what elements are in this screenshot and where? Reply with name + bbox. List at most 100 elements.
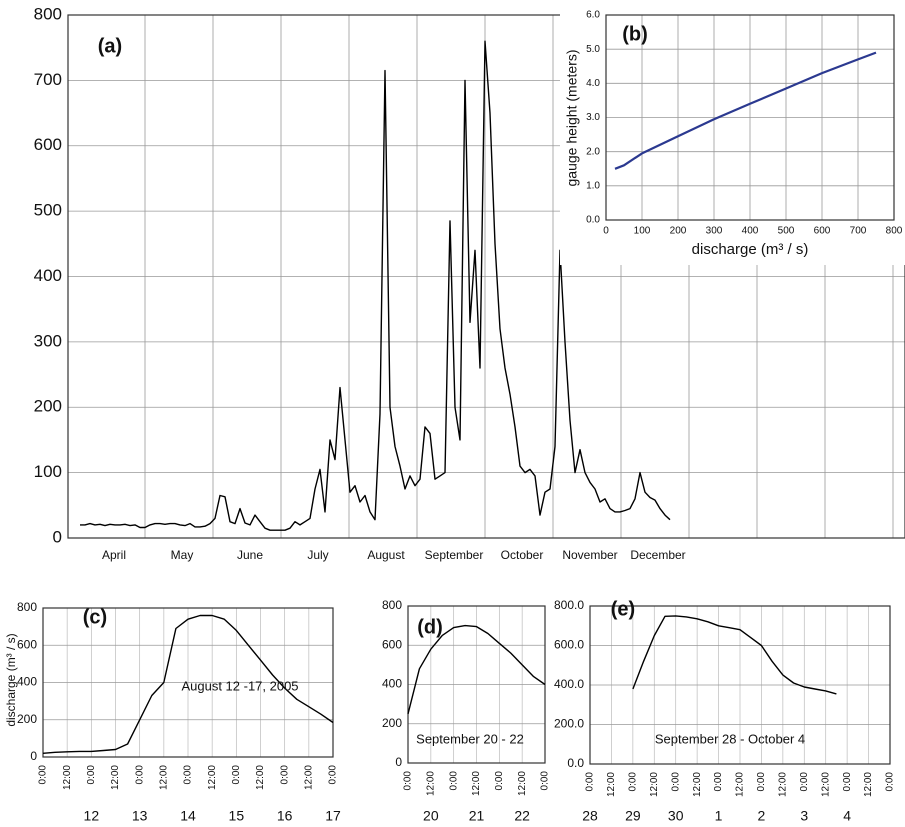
y-tick-label: 4.0	[586, 78, 600, 89]
chart-title: (d)	[417, 616, 443, 638]
day-label: 17	[325, 808, 341, 824]
data-line	[407, 624, 546, 715]
x-tick-label: September	[425, 548, 484, 562]
x-tick-label: 0:00	[86, 765, 97, 785]
y-tick-label: 600.0	[554, 638, 584, 652]
inset-background	[560, 0, 905, 265]
x-tick-label: 12:00	[649, 772, 660, 797]
x-tick-label: 0:00	[403, 771, 414, 791]
y-tick-label: 200	[34, 397, 62, 416]
x-tick-label: 700	[850, 226, 867, 237]
y-tick-label: 800	[34, 4, 62, 23]
y-tick-label: 2.0	[586, 146, 600, 157]
x-tick-label: 12:00	[255, 765, 266, 790]
y-tick-label: 6.0	[586, 10, 600, 21]
plot-frame	[67, 14, 905, 539]
y-tick-label: 300	[34, 331, 62, 350]
x-tick-label: 500	[778, 226, 795, 237]
x-tick-label: 12:00	[425, 771, 436, 796]
x-tick-label: 0:00	[328, 765, 339, 785]
y-tick-label: 600	[34, 135, 62, 154]
day-label: 1	[715, 808, 723, 824]
y-tick-label: 200	[382, 716, 402, 730]
x-tick-label: 0:00	[134, 765, 145, 785]
x-tick-label: 0:00	[627, 772, 638, 792]
x-tick-label: 300	[706, 226, 723, 237]
chart-title: (c)	[83, 606, 107, 628]
x-tick-label: 0:00	[670, 772, 681, 792]
chart-title: (a)	[98, 35, 122, 57]
x-tick-label: 12:00	[820, 772, 831, 797]
day-label: 20	[423, 808, 439, 824]
y-tick-label: 400	[34, 266, 62, 285]
day-label: 14	[180, 808, 196, 824]
x-tick-label: 0:00	[279, 765, 290, 785]
y-axis-label: gauge height (meters)	[564, 50, 580, 187]
data-line	[80, 40, 671, 531]
y-tick-label: 600	[17, 637, 37, 651]
x-tick-label: 800	[886, 226, 903, 237]
y-tick-label: 800.0	[554, 598, 584, 612]
x-tick-label: 0:00	[885, 772, 896, 792]
x-tick-label: October	[501, 548, 544, 562]
x-tick-label: 12:00	[158, 765, 169, 790]
x-tick-label: 12:00	[606, 772, 617, 797]
day-label: 2	[758, 808, 766, 824]
chart-title: (b)	[622, 23, 648, 45]
x-tick-label: 0:00	[231, 765, 242, 785]
data-line	[632, 615, 837, 695]
y-axis-label: discharge (m³ / s)	[4, 633, 18, 726]
y-tick-label: 0.0	[586, 215, 600, 226]
y-tick-label: 700	[34, 70, 62, 89]
y-tick-label: 3.0	[586, 112, 600, 123]
x-tick-label: 400	[742, 226, 759, 237]
x-tick-label: 12:00	[692, 772, 703, 797]
y-tick-label: 200	[17, 712, 37, 726]
x-tick-label: 12:00	[62, 765, 73, 790]
x-tick-label: 12:00	[517, 771, 528, 796]
x-tick-label: November	[562, 548, 617, 562]
y-tick-label: 0	[30, 749, 37, 763]
annotation: September 20 - 22	[416, 731, 524, 746]
x-axis-label: discharge (m³ / s)	[692, 241, 809, 258]
day-label: 22	[514, 808, 530, 824]
y-tick-label: 400.0	[554, 677, 584, 691]
x-tick-label: August	[367, 548, 405, 562]
x-tick-label: 0:00	[713, 772, 724, 792]
y-tick-label: 500	[34, 201, 62, 220]
annotation: August 12 -17, 2005	[181, 678, 298, 693]
day-label: 21	[469, 808, 485, 824]
x-tick-label: 12:00	[303, 765, 314, 790]
x-tick-label: 0:00	[494, 771, 505, 791]
day-label: 15	[229, 808, 245, 824]
plot-frame	[42, 607, 334, 758]
y-tick-label: 600	[382, 637, 402, 651]
plot-frame	[605, 14, 895, 221]
y-tick-label: 0	[53, 527, 62, 546]
y-tick-label: 1.0	[586, 180, 600, 191]
x-tick-label: April	[102, 548, 126, 562]
x-tick-label: 100	[634, 226, 651, 237]
x-tick-label: May	[171, 548, 194, 562]
x-tick-label: 12:00	[110, 765, 121, 790]
x-tick-label: 0	[603, 226, 609, 237]
x-tick-label: 0:00	[756, 772, 767, 792]
y-tick-label: 0	[395, 755, 402, 769]
day-label: 12	[84, 808, 100, 824]
x-tick-label: December	[630, 548, 685, 562]
day-label: 28	[582, 808, 598, 824]
data-line	[614, 51, 877, 170]
x-tick-label: 0:00	[38, 765, 49, 785]
x-tick-label: 12:00	[863, 772, 874, 797]
y-tick-label: 800	[17, 600, 37, 614]
y-tick-label: 0.0	[567, 756, 584, 770]
y-tick-label: 200.0	[554, 717, 584, 731]
x-tick-label: 12:00	[735, 772, 746, 797]
x-tick-label: 12:00	[777, 772, 788, 797]
x-tick-label: 0:00	[799, 772, 810, 792]
x-tick-label: 0:00	[183, 765, 194, 785]
x-tick-label: 0:00	[540, 771, 551, 791]
x-tick-label: 0:00	[585, 772, 596, 792]
chart-title: (e)	[611, 598, 635, 620]
